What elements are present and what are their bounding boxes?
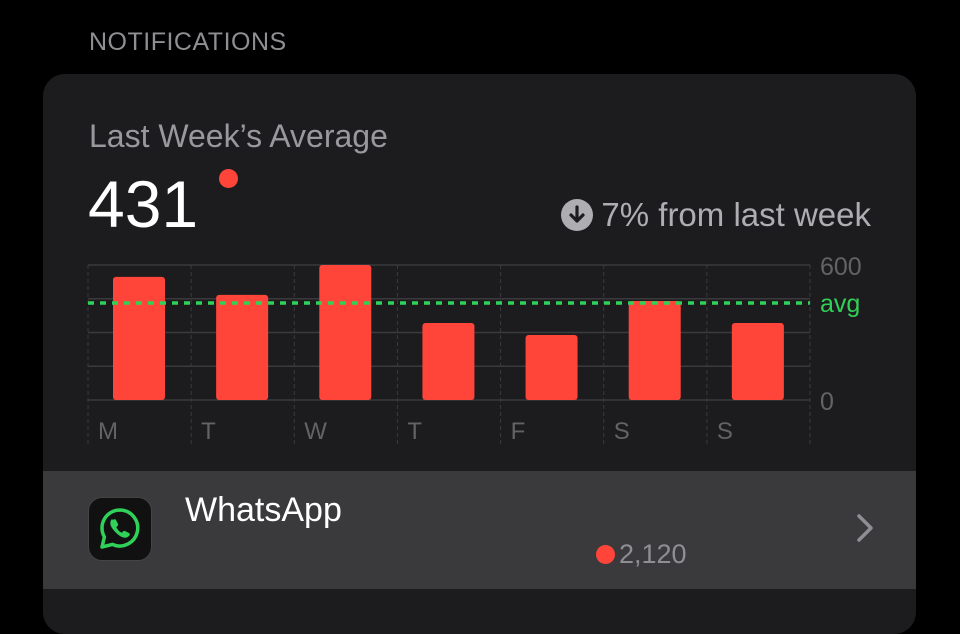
x-tick-label: W (304, 418, 327, 445)
x-tick-label: S (614, 418, 630, 445)
change-indicator: 7% from last week (561, 196, 871, 234)
app-row-whatsapp[interactable]: WhatsApp 2,120 (43, 471, 916, 589)
next-row (43, 589, 916, 634)
average-label: Last Week’s Average (89, 118, 388, 154)
bar-3 (422, 323, 475, 400)
y-tick-label: 600 (820, 253, 862, 281)
y-tick-label: 0 (820, 388, 834, 416)
average-label: avg (820, 290, 860, 318)
bar-2 (319, 265, 372, 400)
app-name: WhatsApp (185, 491, 342, 529)
section-title: NOTIFICATIONS (89, 28, 287, 56)
count-dot (596, 545, 615, 564)
x-tick-label: M (98, 418, 118, 445)
bar-4 (525, 334, 578, 400)
x-tick-label: T (201, 418, 216, 445)
chevron-right-icon (856, 513, 874, 548)
whatsapp-icon (88, 497, 152, 561)
count-value: 2,120 (619, 539, 687, 569)
notification-dot (219, 169, 238, 188)
notifications-card: Last Week’s Average 431 7% from last wee… (43, 74, 916, 634)
x-tick-label: T (407, 418, 422, 445)
average-value: 431 (88, 167, 199, 241)
change-text: 7% from last week (601, 196, 871, 233)
bar-0 (113, 276, 165, 400)
app-notification-count: 2,120 (596, 539, 687, 570)
bar-6 (731, 323, 784, 400)
x-tick-label: F (511, 418, 526, 445)
bar-1 (216, 294, 269, 400)
x-tick-label: S (717, 418, 733, 445)
arrow-down-circle-icon (561, 199, 594, 231)
bar-5 (628, 301, 681, 400)
